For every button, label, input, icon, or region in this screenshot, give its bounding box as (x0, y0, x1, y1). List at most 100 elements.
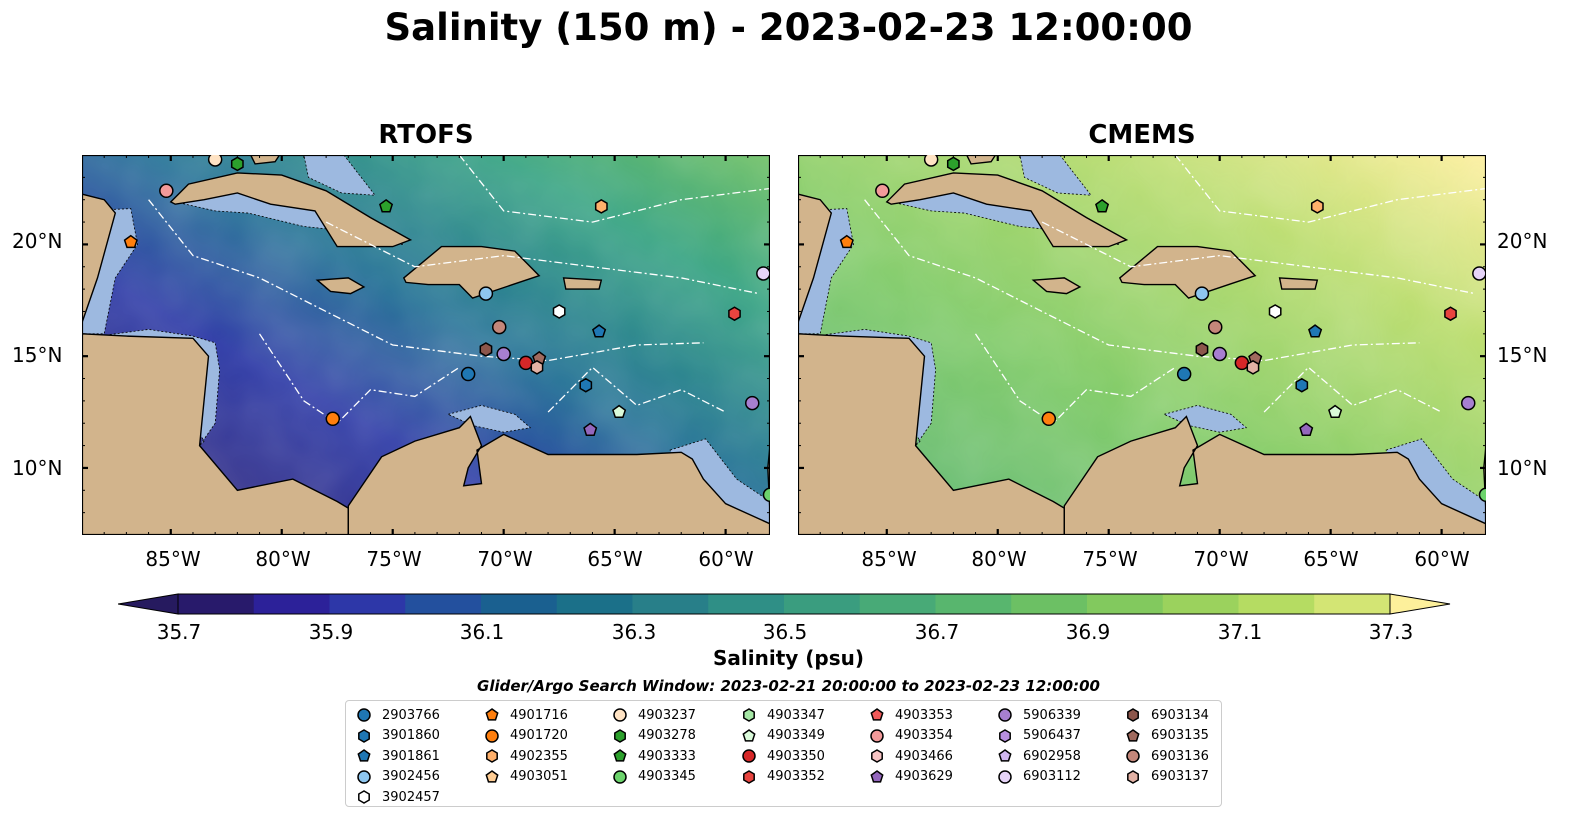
legend-item: 6902958 (997, 746, 1081, 766)
cmems-map-panel (798, 155, 1486, 535)
float-marker (1207, 319, 1223, 335)
colorbar-segment (481, 594, 558, 614)
eez-boundary-line (325, 221, 760, 295)
float-legend: 2903766 3901860 3901861 3902456 3902457 49017… (345, 700, 1222, 807)
eez-boundary-line (258, 333, 460, 425)
eez-boundary-line (974, 333, 1176, 425)
colorbar-segment (1162, 594, 1239, 614)
lon-label-75w: 75°W (366, 547, 422, 571)
float-marker (491, 319, 507, 335)
lon-label-65w: 65°W (1303, 547, 1359, 571)
legend-item: 4903350 (741, 746, 825, 766)
legend-item: 4903352 (741, 767, 825, 787)
legend-label: 6903112 (1023, 769, 1081, 784)
legend-label: 4903350 (767, 748, 825, 764)
legend-label: 4903345 (638, 769, 696, 784)
legend-item: 3901860 (356, 726, 440, 746)
legend-marker (870, 728, 884, 743)
legend-label: 3902457 (382, 789, 440, 805)
legend-item: 4903466 (869, 746, 953, 766)
legend-label: 4903333 (638, 748, 696, 764)
legend-label: 4903237 (638, 707, 696, 723)
float-marker (1176, 366, 1192, 382)
colorbar-segment (253, 594, 330, 614)
lat-label-20n-right: 20°N (1497, 229, 1548, 253)
legend-item: 3901861 (356, 746, 440, 766)
legend-marker (613, 749, 627, 762)
landmass (249, 155, 281, 165)
legend-item: 4903347 (741, 705, 825, 725)
legend-label: 6903136 (1151, 748, 1209, 764)
float-marker (325, 411, 341, 427)
float-marker (1328, 404, 1343, 419)
float-marker (478, 286, 494, 301)
colorbar-segment (1314, 594, 1391, 614)
map-frame (82, 155, 770, 535)
float-marker (496, 346, 511, 362)
legend-item: 5906339 (997, 705, 1081, 725)
legend-marker (485, 769, 499, 783)
legend-label: 4903347 (767, 707, 825, 723)
colorbar-segment (859, 594, 936, 614)
rtofs-map-panel (82, 155, 770, 535)
colorbar-label: Salinity (psu) (712, 646, 864, 670)
colorbar-segment (632, 594, 709, 614)
lon-label-70w: 70°W (1193, 547, 1249, 571)
legend-marker (1126, 749, 1140, 763)
colorbar-tick: 36.7 (914, 620, 960, 644)
legend-marker (357, 749, 371, 762)
hexagon-marker-icon (486, 749, 498, 763)
circle-marker-icon (485, 728, 499, 743)
legend-marker (742, 749, 756, 763)
colorbar-tick: 36.9 (1065, 620, 1111, 644)
cmems-map-canvas (798, 155, 1486, 535)
legend-label: 4902355 (510, 748, 568, 764)
legend-item: 3902456 (356, 767, 440, 787)
legend-label: 5906339 (1023, 707, 1081, 723)
legend-marker (357, 769, 371, 784)
float-marker (1246, 360, 1260, 375)
legend-label: 4903051 (510, 769, 568, 784)
hexagon-marker-icon (1127, 708, 1139, 722)
float-marker (552, 304, 566, 319)
legend-label: 4903466 (895, 748, 953, 764)
float-marker (875, 183, 890, 199)
landmass (169, 172, 413, 248)
lon-label-60w: 60°W (698, 547, 754, 571)
landmass (82, 193, 117, 324)
pentagon-marker-icon (742, 728, 756, 742)
legend-label: 4903629 (895, 769, 953, 784)
legend-marker (998, 749, 1012, 762)
lon-label-80w: 80°W (255, 547, 311, 571)
legend-item: 5906437 (997, 726, 1081, 746)
landmass (402, 245, 541, 299)
float-marker (946, 156, 960, 172)
hexagon-marker-icon (1127, 769, 1139, 784)
legend-item: 3902457 (356, 787, 440, 807)
lon-label-85w: 85°W (145, 547, 201, 571)
lon-label-60w: 60°W (1414, 547, 1470, 571)
legend-marker (871, 749, 883, 763)
legend-item: 4903278 (612, 726, 696, 746)
legend-marker (998, 769, 1012, 784)
panel-title-cmems: CMEMS (1088, 120, 1196, 150)
eez-boundary-line (1174, 155, 1486, 223)
float-marker (1299, 422, 1314, 436)
legend-marker (1127, 769, 1139, 784)
float-marker (1310, 199, 1324, 214)
colorbar-segment (708, 594, 785, 614)
float-marker (594, 199, 608, 214)
legend-item: 6903137 (1125, 767, 1209, 787)
circle-marker-icon (742, 749, 756, 763)
circle-marker-icon (870, 728, 884, 743)
legend-label: 4903278 (638, 728, 696, 743)
float-marker (1444, 306, 1457, 322)
landmass (1031, 277, 1082, 295)
hexagon-marker-icon (358, 790, 370, 804)
legend-item: 4902355 (484, 746, 568, 766)
legend-marker (742, 728, 756, 742)
legend-item: 4903237 (612, 705, 696, 725)
legend-marker (485, 708, 499, 721)
hexagon-marker-icon (999, 728, 1011, 743)
circle-marker-icon (998, 708, 1012, 722)
